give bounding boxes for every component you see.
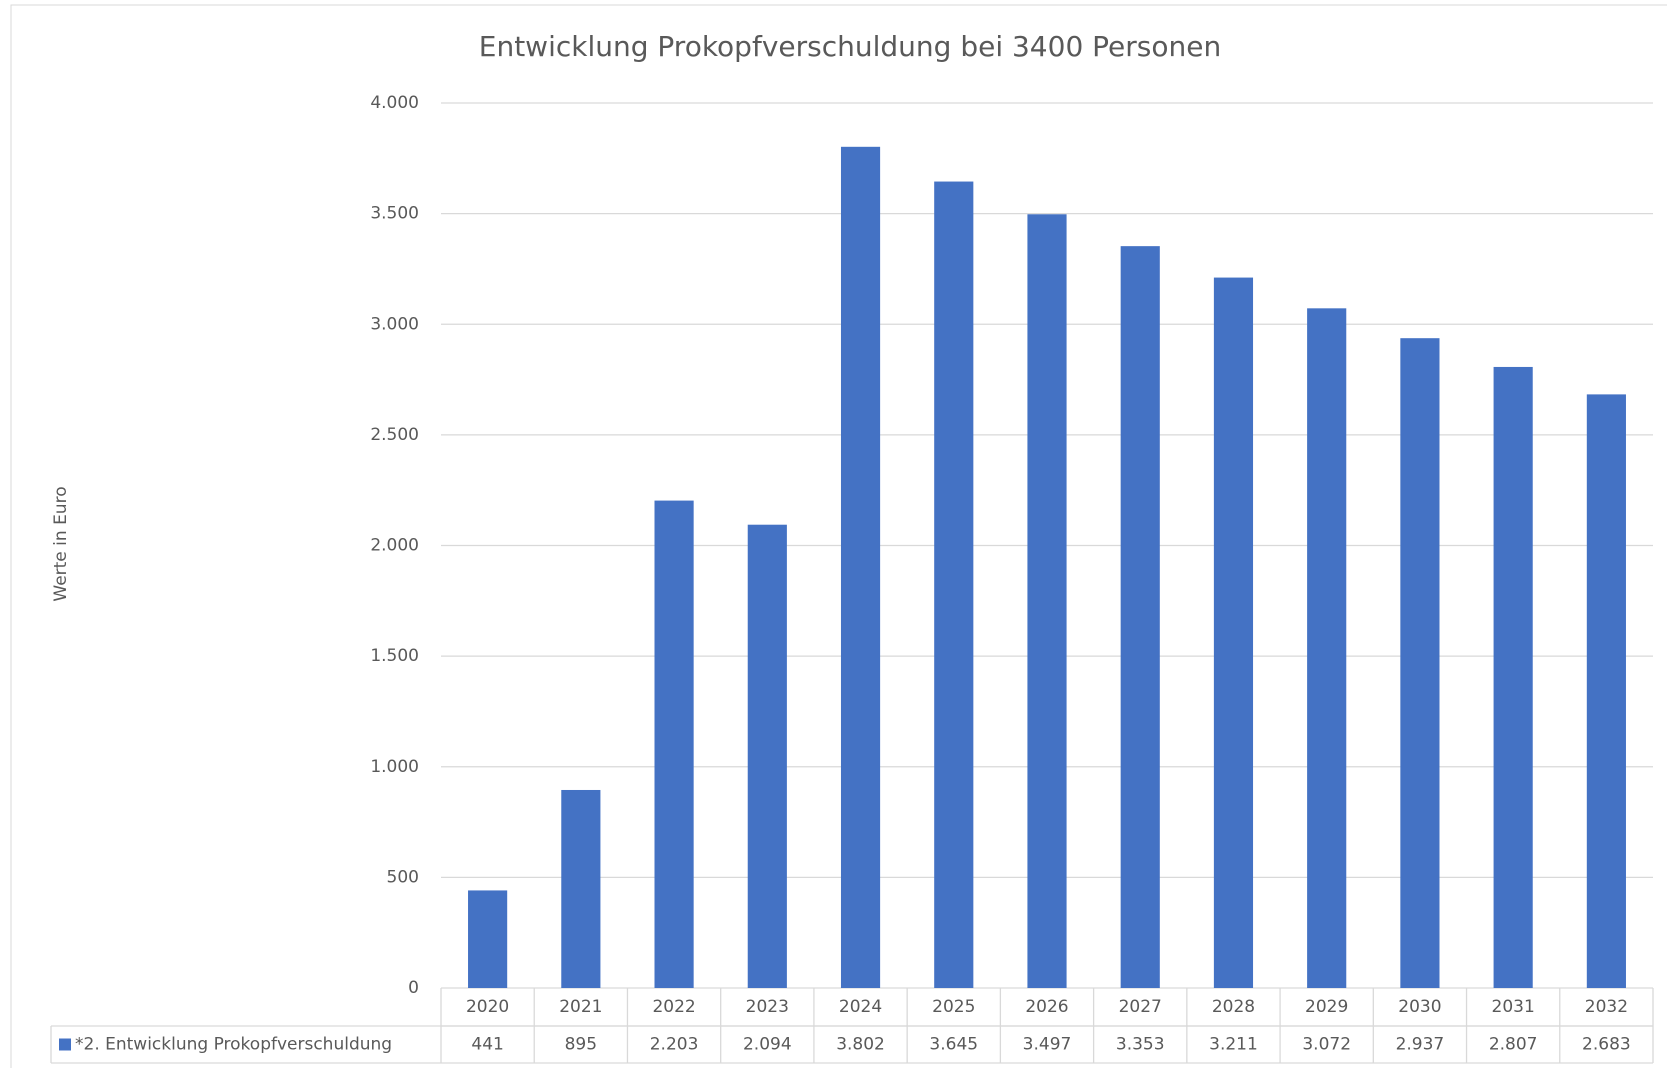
y-tick-label: 3.500	[370, 204, 419, 224]
data-table-value: 3.353	[1116, 1035, 1165, 1055]
bar	[840, 146, 881, 988]
bar	[468, 890, 508, 988]
x-tick-label: 2025	[932, 997, 975, 1017]
y-tick-label: 500	[387, 867, 419, 887]
bar	[1493, 366, 1533, 988]
y-tick-label: 4.000	[370, 93, 419, 113]
x-tick-label: 2030	[1398, 997, 1441, 1017]
bar	[1120, 246, 1160, 988]
data-table-value: 3.211	[1209, 1035, 1258, 1055]
bar	[1307, 308, 1347, 988]
x-tick-label: 2029	[1305, 997, 1348, 1017]
bar	[561, 789, 601, 988]
y-tick-label: 2.000	[370, 536, 419, 556]
legend-swatch	[59, 1038, 71, 1051]
x-tick-label: 2022	[652, 997, 695, 1017]
x-tick-label: 2032	[1585, 997, 1628, 1017]
x-tick-label: 2024	[839, 997, 882, 1017]
data-table-value: 3.802	[836, 1035, 885, 1055]
data-table-value: 3.645	[929, 1035, 978, 1055]
data-table-value: 441	[471, 1035, 503, 1055]
data-table-value: 3.497	[1023, 1035, 1072, 1055]
data-table-value: 2.094	[743, 1035, 792, 1055]
data-table-value: 895	[565, 1035, 597, 1055]
bar	[1027, 214, 1067, 988]
data-table-value: 3.072	[1302, 1035, 1351, 1055]
data-table-value: 2.807	[1489, 1035, 1538, 1055]
x-tick-label: 2023	[746, 997, 789, 1017]
chart-title: Entwicklung Prokopfverschuldung bei 3400…	[479, 30, 1221, 63]
x-tick-label: 2021	[559, 997, 602, 1017]
data-table-value: 2.683	[1582, 1035, 1631, 1055]
bar	[654, 500, 694, 988]
x-tick-label: 2031	[1492, 997, 1535, 1017]
bar	[1213, 277, 1254, 988]
chart-frame	[10, 4, 1667, 1068]
x-tick-label: 2027	[1119, 997, 1162, 1017]
x-tick-label: 2028	[1212, 997, 1255, 1017]
y-axis-label: Werte in Euro	[51, 486, 71, 601]
bar	[934, 181, 974, 988]
x-tick-label: 2026	[1025, 997, 1068, 1017]
data-table-value: 2.203	[650, 1035, 699, 1055]
data-table-value: 2.937	[1396, 1035, 1445, 1055]
x-tick-label: 2020	[466, 997, 509, 1017]
y-tick-label: 1.500	[370, 646, 419, 666]
bar	[1400, 338, 1440, 989]
y-tick-label: 2.500	[370, 425, 419, 445]
bar	[747, 524, 787, 988]
bar	[1586, 394, 1626, 989]
legend-label: *2. Entwicklung Prokopfverschuldung	[75, 1035, 392, 1055]
y-tick-label: 1.000	[370, 757, 419, 777]
y-tick-label: 3.000	[370, 314, 419, 334]
y-tick-label: 0	[408, 978, 419, 998]
